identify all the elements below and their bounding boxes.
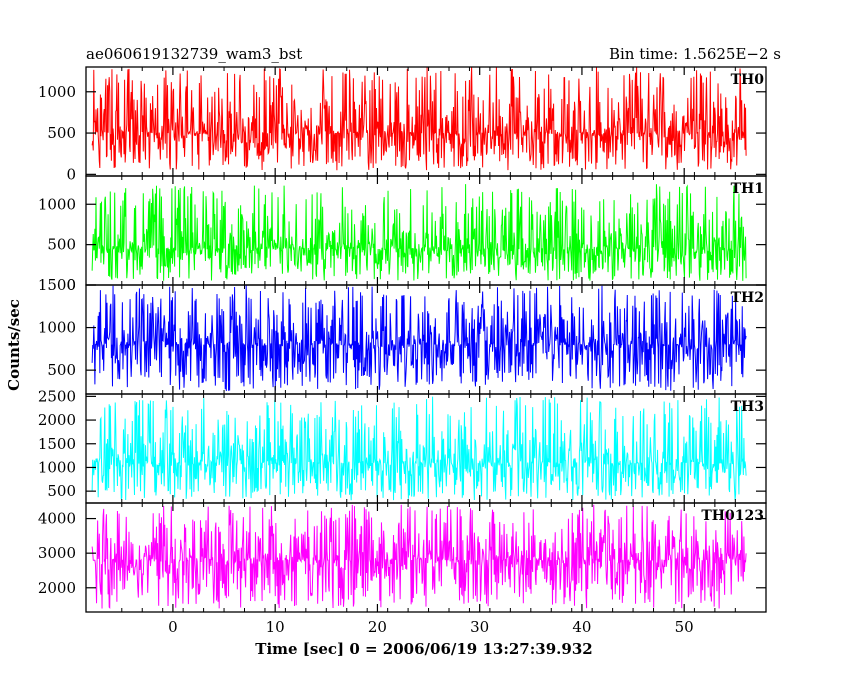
y-tick-label: 3000 [38, 544, 76, 562]
y-tick-label: 2000 [38, 579, 76, 597]
panels-group: 05001000TH005001000TH150010001500TH25001… [38, 66, 767, 636]
y-tick-label: 1500 [38, 276, 76, 294]
y-tick-label: 4000 [38, 510, 76, 528]
x-tick-label: 10 [266, 618, 285, 636]
series-th1-trace [91, 184, 747, 281]
y-tick-label: 1000 [38, 195, 76, 213]
y-axis-label: Counts/sec [5, 299, 23, 391]
panel-name-label: TH3 [731, 399, 764, 415]
x-tick-label: 20 [368, 618, 387, 636]
panel-name-label: TH0 [731, 72, 765, 88]
series-th0123-trace [91, 504, 747, 609]
y-tick-label: 500 [47, 236, 76, 254]
y-tick-label: 1500 [38, 435, 76, 453]
y-tick-label: 2000 [38, 411, 76, 429]
x-tick-label: 40 [572, 618, 591, 636]
panel-name-label: TH1 [731, 181, 764, 197]
panel-th0123: 2000 3000 4000 0 10 20 30 40 50 TH0123 [38, 502, 767, 636]
y-tick-label: 500 [47, 124, 76, 142]
panel-name-label: TH0123 [701, 508, 764, 524]
y-tick-label: 0 [66, 165, 76, 183]
y-tick-label: 1000 [38, 319, 76, 337]
y-tick-label: 0 [66, 276, 76, 294]
y-tick-label: 1000 [38, 83, 76, 101]
series-th2-trace [91, 285, 747, 392]
panel-frame [85, 502, 767, 613]
x-axis-label: Time [sec] 0 = 2006/06/19 13:27:39.932 [255, 640, 592, 658]
series-th3-trace [91, 396, 747, 501]
panel-th3: 500 1000 1500 2000 2500 TH3 [38, 387, 767, 504]
panel-th0: 0 500 1000 TH0 [38, 66, 767, 183]
y-tick-label: 500 [47, 482, 76, 500]
y-tick-label: 2500 [38, 387, 76, 405]
x-tick-label: 50 [675, 618, 694, 636]
series-th0-trace [91, 67, 747, 171]
plot-title: ae060619132739_wam3_bst [86, 45, 302, 63]
panel-th1: 0 500 1000 TH1 [38, 175, 767, 294]
y-tick-label: 1000 [38, 458, 76, 476]
bin-time-label: Bin time: 1.5625E−2 s [609, 45, 781, 63]
x-tick-label: 30 [470, 618, 489, 636]
panel-name-label: TH2 [731, 290, 764, 306]
x-tick-label: 0 [168, 618, 178, 636]
y-tick-label: 500 [47, 361, 76, 379]
panel-th2: 500 1000 1500 TH2 [38, 276, 767, 395]
